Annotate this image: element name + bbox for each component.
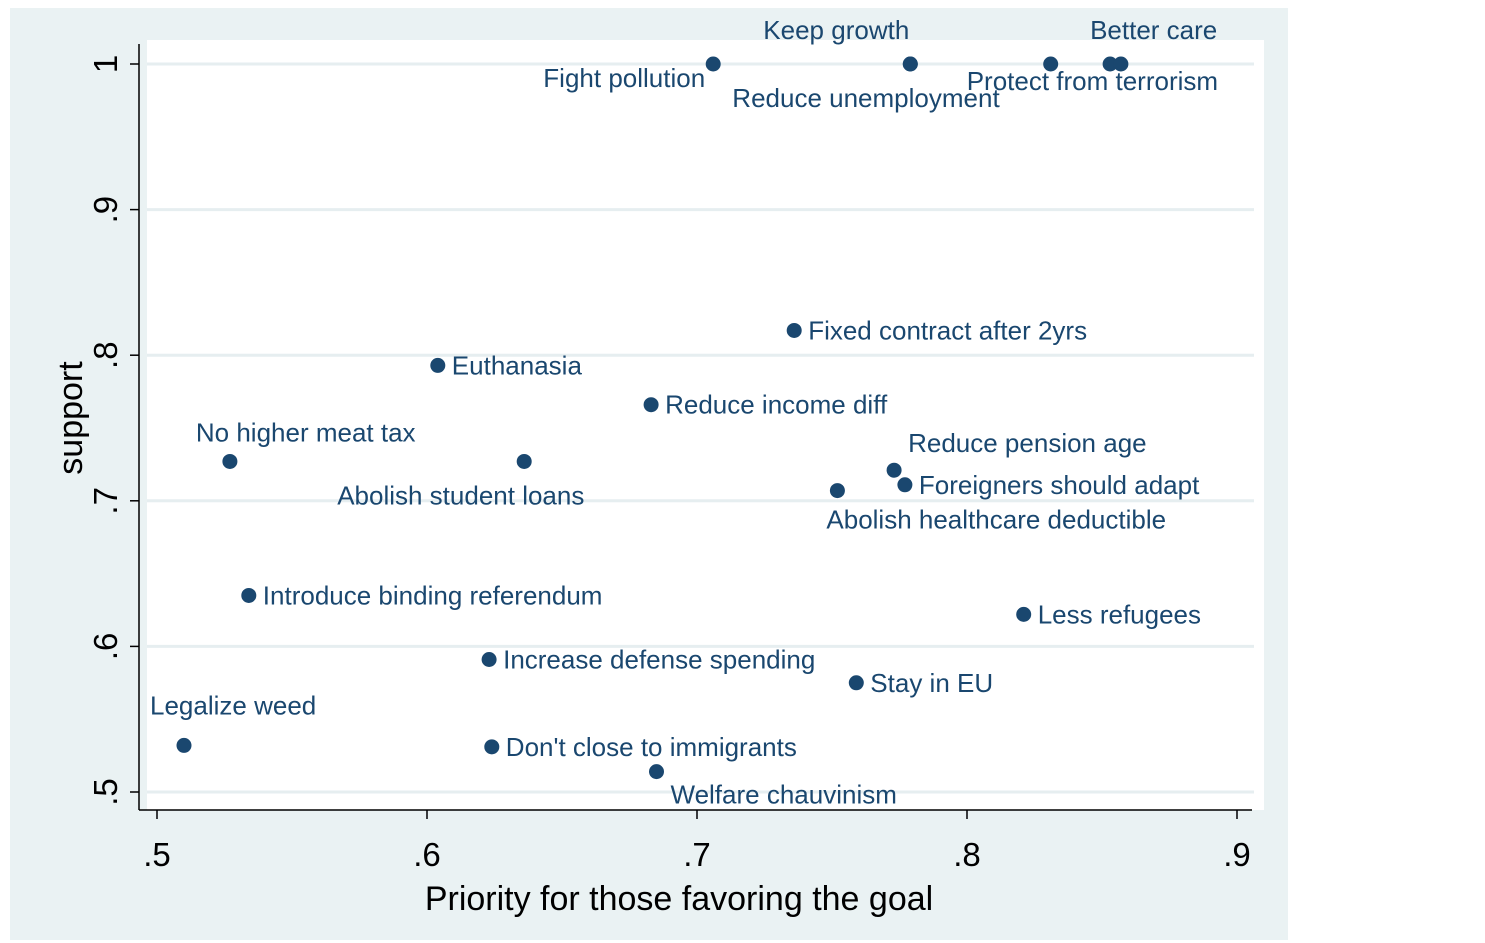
x-tick-label: .6 bbox=[413, 836, 441, 873]
point-label: Less refugees bbox=[1038, 599, 1201, 629]
data-point bbox=[786, 322, 802, 338]
data-point bbox=[481, 652, 497, 668]
point-label: Abolish student loans bbox=[337, 480, 584, 510]
data-point bbox=[1113, 56, 1129, 72]
point-label: Keep growth bbox=[763, 15, 909, 45]
data-point bbox=[902, 56, 918, 72]
gridlines bbox=[147, 62, 1254, 794]
point-label: Reduce unemployment bbox=[732, 83, 1000, 113]
point-label: Better care bbox=[1090, 15, 1217, 45]
point-label: Stay in EU bbox=[870, 668, 993, 698]
data-point bbox=[241, 587, 257, 603]
point-label: Introduce binding referendum bbox=[263, 580, 603, 610]
point-label: Increase defense spending bbox=[503, 645, 815, 675]
point-labels: Fight pollution Keep growth Reduce unemplo… bbox=[150, 15, 1218, 810]
axes bbox=[138, 44, 1252, 811]
data-point bbox=[1043, 56, 1059, 72]
data-point bbox=[430, 357, 446, 373]
data-points bbox=[176, 56, 1129, 780]
data-point bbox=[649, 764, 664, 780]
data-point bbox=[897, 477, 913, 493]
point-label: Reduce income diff bbox=[665, 390, 888, 420]
point-label: Welfare chauvinism bbox=[671, 780, 897, 810]
y-tick-label: .8 bbox=[87, 341, 124, 369]
data-point bbox=[516, 453, 532, 469]
y-tick-label: .9 bbox=[87, 196, 124, 224]
point-label: Fight pollution bbox=[543, 63, 705, 93]
x-tick-label: .5 bbox=[143, 836, 171, 873]
y-tick-label: 1 bbox=[87, 55, 124, 73]
point-label: Reduce pension age bbox=[908, 428, 1147, 458]
data-point bbox=[643, 397, 659, 413]
y-tick-label: .7 bbox=[87, 487, 124, 515]
point-label: Euthanasia bbox=[452, 350, 583, 380]
point-label: Foreigners should adapt bbox=[919, 470, 1200, 500]
data-point bbox=[848, 675, 864, 691]
y-axis-title: support bbox=[52, 361, 90, 475]
data-point bbox=[886, 462, 902, 478]
point-label: Abolish healthcare deductible bbox=[826, 505, 1166, 535]
data-point bbox=[829, 483, 845, 499]
x-tick-label: .7 bbox=[683, 836, 711, 873]
x-tick-label: .9 bbox=[1223, 836, 1251, 873]
data-point bbox=[176, 737, 192, 753]
y-tick-label: .5 bbox=[87, 778, 124, 806]
point-label: No higher meat tax bbox=[196, 417, 416, 447]
point-label: Fixed contract after 2yrs bbox=[808, 315, 1087, 345]
data-point bbox=[1102, 56, 1118, 72]
x-axis-title: Priority for those favoring the goal bbox=[425, 880, 933, 918]
y-tick-label: .6 bbox=[87, 633, 124, 661]
data-point bbox=[484, 739, 500, 755]
plot-area bbox=[147, 40, 1264, 810]
tick-marks bbox=[130, 63, 1238, 819]
data-point bbox=[1016, 606, 1032, 622]
point-label: Don't close to immigrants bbox=[506, 732, 797, 762]
point-label: Protect from terrorism bbox=[967, 66, 1218, 96]
point-label: Legalize weed bbox=[150, 690, 316, 720]
x-tick-label: .8 bbox=[953, 836, 981, 873]
data-point bbox=[705, 56, 721, 72]
tick-labels: .5 .6 .7 .8 .9 1 .5 .6 .7 .8 .9 bbox=[87, 55, 1251, 873]
data-point bbox=[222, 453, 238, 469]
